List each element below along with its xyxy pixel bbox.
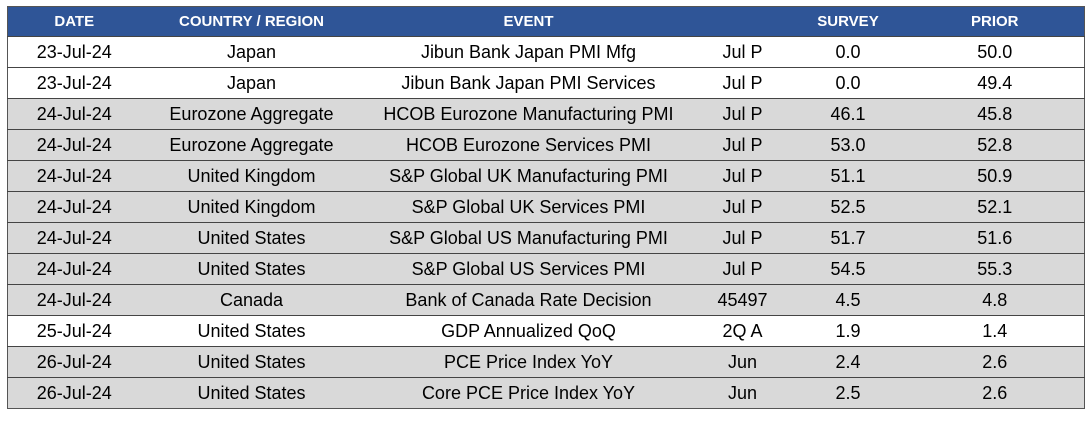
table-row: 24-Jul-24 United Kingdom S&P Global UK Man…	[7, 160, 1085, 192]
survey-cell: 0.0	[790, 67, 906, 99]
table-row: 23-Jul-24 Japan Jibun Bank Japan PMI Mfg Ju…	[7, 36, 1085, 68]
survey-cell: 0.0	[790, 36, 906, 68]
date-cell: 24-Jul-24	[7, 191, 141, 223]
event-cell: S&P Global UK Manufacturing PMI	[362, 160, 695, 192]
country-cell: Eurozone Aggregate	[140, 129, 363, 161]
event-cell: GDP Annualized QoQ	[362, 315, 695, 347]
header-cell: SURVEY	[790, 6, 906, 37]
survey-cell: 52.5	[790, 191, 906, 223]
date-cell: 26-Jul-24	[7, 346, 141, 378]
table-row: 26-Jul-24 United States PCE Price Index Yo…	[7, 346, 1085, 378]
period-cell: Jul P	[694, 222, 791, 254]
prior-cell: 50.9	[905, 160, 1085, 192]
header-cell: COUNTRY / REGION	[140, 6, 363, 37]
date-cell: 24-Jul-24	[7, 253, 141, 285]
table-body: 23-Jul-24 Japan Jibun Bank Japan PMI Mfg Ju…	[7, 36, 1085, 409]
event-cell: Core PCE Price Index YoY	[362, 377, 695, 409]
table-row: 23-Jul-24 Japan Jibun Bank Japan PMI Servi…	[7, 67, 1085, 99]
prior-cell: 55.3	[905, 253, 1085, 285]
event-cell: Jibun Bank Japan PMI Mfg	[362, 36, 695, 68]
period-cell: Jul P	[694, 36, 791, 68]
period-cell: Jul P	[694, 129, 791, 161]
country-cell: United Kingdom	[140, 160, 363, 192]
period-cell: Jul P	[694, 191, 791, 223]
header-cell: DATE	[7, 6, 141, 37]
prior-cell: 52.8	[905, 129, 1085, 161]
country-cell: United States	[140, 253, 363, 285]
period-cell: 2Q A	[694, 315, 791, 347]
prior-cell: 2.6	[905, 346, 1085, 378]
table-row: 24-Jul-24 United States S&P Global US Manu…	[7, 222, 1085, 254]
prior-cell: 4.8	[905, 284, 1085, 316]
period-cell: Jul P	[694, 253, 791, 285]
date-cell: 23-Jul-24	[7, 67, 141, 99]
country-cell: United States	[140, 377, 363, 409]
prior-cell: 1.4	[905, 315, 1085, 347]
survey-cell: 54.5	[790, 253, 906, 285]
country-cell: Japan	[140, 36, 363, 68]
country-cell: United Kingdom	[140, 191, 363, 223]
country-cell: United States	[140, 346, 363, 378]
period-cell: 45497	[694, 284, 791, 316]
header-cell	[694, 6, 791, 37]
event-cell: HCOB Eurozone Services PMI	[362, 129, 695, 161]
header-cell: EVENT	[362, 6, 695, 37]
country-cell: United States	[140, 315, 363, 347]
survey-cell: 2.5	[790, 377, 906, 409]
prior-cell: 50.0	[905, 36, 1085, 68]
date-cell: 24-Jul-24	[7, 129, 141, 161]
country-cell: United States	[140, 222, 363, 254]
table-row: 25-Jul-24 United States GDP Annualized QoQ…	[7, 315, 1085, 347]
prior-cell: 49.4	[905, 67, 1085, 99]
country-cell: Canada	[140, 284, 363, 316]
table-row: 24-Jul-24 Eurozone Aggregate HCOB Eurozone…	[7, 129, 1085, 161]
period-cell: Jun	[694, 377, 791, 409]
date-cell: 24-Jul-24	[7, 222, 141, 254]
period-cell: Jul P	[694, 67, 791, 99]
survey-cell: 1.9	[790, 315, 906, 347]
prior-cell: 2.6	[905, 377, 1085, 409]
event-cell: S&P Global UK Services PMI	[362, 191, 695, 223]
survey-cell: 4.5	[790, 284, 906, 316]
header-row: DATE COUNTRY / REGION EVENT SURVEY PRIOR	[7, 6, 1085, 37]
date-cell: 24-Jul-24	[7, 98, 141, 130]
country-cell: Eurozone Aggregate	[140, 98, 363, 130]
calendar-table: DATE COUNTRY / REGION EVENT SURVEY PRIOR…	[7, 6, 1085, 409]
country-cell: Japan	[140, 67, 363, 99]
period-cell: Jun	[694, 346, 791, 378]
event-cell: S&P Global US Services PMI	[362, 253, 695, 285]
date-cell: 24-Jul-24	[7, 284, 141, 316]
survey-cell: 51.1	[790, 160, 906, 192]
prior-cell: 45.8	[905, 98, 1085, 130]
header-cell: PRIOR	[905, 6, 1085, 37]
event-cell: PCE Price Index YoY	[362, 346, 695, 378]
table-row: 24-Jul-24 United States S&P Global US Serv…	[7, 253, 1085, 285]
table-row: 24-Jul-24 United Kingdom S&P Global UK Ser…	[7, 191, 1085, 223]
table-row: 26-Jul-24 United States Core PCE Price Ind…	[7, 377, 1085, 409]
date-cell: 26-Jul-24	[7, 377, 141, 409]
date-cell: 24-Jul-24	[7, 160, 141, 192]
event-cell: HCOB Eurozone Manufacturing PMI	[362, 98, 695, 130]
survey-cell: 2.4	[790, 346, 906, 378]
table-row: 24-Jul-24 Eurozone Aggregate HCOB Eurozone…	[7, 98, 1085, 130]
date-cell: 23-Jul-24	[7, 36, 141, 68]
date-cell: 25-Jul-24	[7, 315, 141, 347]
event-cell: S&P Global US Manufacturing PMI	[362, 222, 695, 254]
period-cell: Jul P	[694, 98, 791, 130]
survey-cell: 51.7	[790, 222, 906, 254]
prior-cell: 51.6	[905, 222, 1085, 254]
survey-cell: 53.0	[790, 129, 906, 161]
event-cell: Bank of Canada Rate Decision	[362, 284, 695, 316]
prior-cell: 52.1	[905, 191, 1085, 223]
survey-cell: 46.1	[790, 98, 906, 130]
event-cell: Jibun Bank Japan PMI Services	[362, 67, 695, 99]
table-row: 24-Jul-24 Canada Bank of Canada Rate Decis…	[7, 284, 1085, 316]
period-cell: Jul P	[694, 160, 791, 192]
